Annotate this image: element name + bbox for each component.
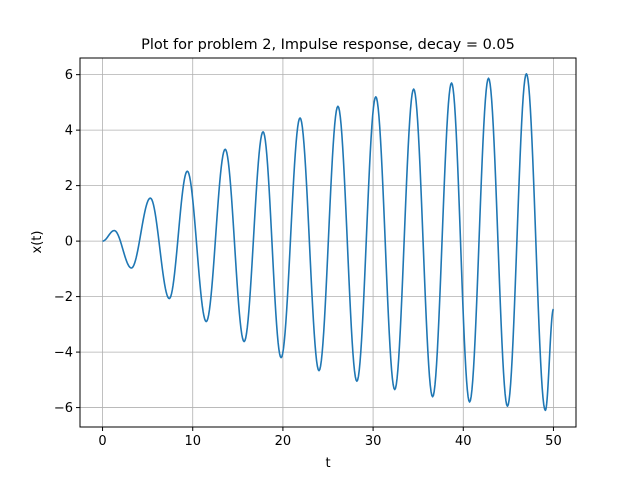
y-tick-label: 0 bbox=[65, 235, 73, 250]
y-tick-label: −2 bbox=[54, 290, 73, 305]
axis-ticks: 0 10 20 30 40 50 −6 −4 −2 0 2 4 6 bbox=[54, 68, 562, 449]
y-tick-label: −4 bbox=[54, 346, 73, 361]
x-tick-label: 40 bbox=[455, 434, 472, 449]
y-tick-label: 4 bbox=[65, 124, 73, 139]
y-tick-label: 2 bbox=[65, 179, 73, 194]
x-axis-label: t bbox=[325, 456, 330, 471]
plot-frame bbox=[79, 57, 577, 428]
x-tick-label: 30 bbox=[365, 434, 382, 449]
chart-title: Plot for problem 2, Impulse response, de… bbox=[141, 37, 515, 53]
x-tick-label: 10 bbox=[184, 434, 201, 449]
x-tick-label: 50 bbox=[545, 434, 562, 449]
series-line bbox=[102, 73, 555, 412]
x-tick-label: 20 bbox=[275, 434, 292, 449]
y-tick-label: −6 bbox=[54, 401, 73, 416]
y-axis-label: x(t) bbox=[30, 231, 45, 254]
x-tick-label: 0 bbox=[98, 434, 106, 449]
y-tick-label: 6 bbox=[65, 68, 73, 83]
